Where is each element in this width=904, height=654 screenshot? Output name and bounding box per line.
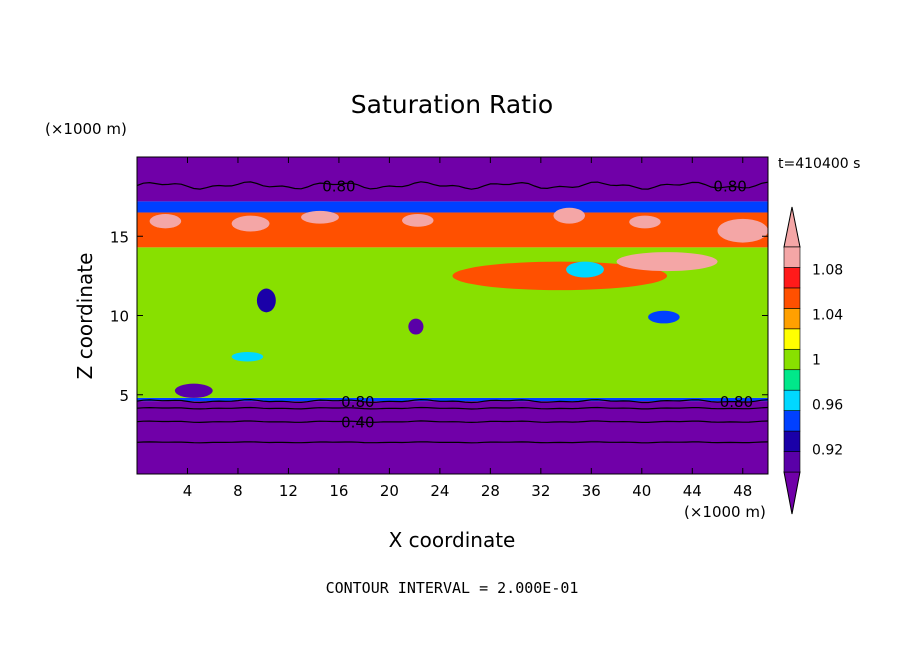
colorbar-segment-6	[783, 328, 801, 350]
field-feature-11	[231, 351, 264, 362]
contour-label-1: 0.80	[713, 178, 746, 196]
field-layer-3	[137, 212, 768, 248]
colorbar-segment-8	[783, 287, 801, 309]
x-tick-label-48: 48	[733, 482, 752, 500]
colorbar-segment-5	[783, 348, 801, 371]
field-feature-0	[149, 214, 182, 229]
colorbar-segment-10	[783, 246, 801, 268]
field-feature-6	[717, 218, 768, 243]
field-layer-0	[137, 401, 768, 474]
x-tick-label-4: 4	[183, 482, 193, 500]
y-unit-label: (×1000 m)	[45, 120, 127, 138]
chart-title: Saturation Ratio	[351, 90, 553, 119]
x-tick-label-16: 16	[329, 482, 348, 500]
y-tick-label-10: 10	[110, 308, 129, 326]
x-tick-label-44: 44	[683, 482, 702, 500]
colorbar-label-4: 0.92	[812, 443, 843, 459]
x-tick-label-8: 8	[233, 482, 243, 500]
colorbar-label-2: 1	[812, 353, 821, 369]
y-tick-label-5: 5	[119, 387, 129, 405]
contour-label-2: 0.80	[341, 393, 374, 411]
contour-line-upper	[137, 181, 768, 190]
colorbar-segment-0	[783, 451, 801, 473]
field-feature-1	[231, 215, 270, 232]
field-feature-5	[629, 215, 661, 229]
colorbar-segment-1	[783, 430, 801, 452]
time-label: t=410400 s	[778, 156, 860, 172]
field-feature-13	[174, 383, 213, 398]
contour-line-low-level	[137, 420, 768, 424]
x-unit-label: (×1000 m)	[684, 503, 766, 521]
x-tick-label-20: 20	[380, 482, 399, 500]
x-tick-label-36: 36	[582, 482, 601, 500]
colorbar-segment-9	[783, 267, 801, 289]
field-layer-4	[137, 201, 768, 213]
x-tick-label-32: 32	[531, 482, 550, 500]
field-layer-1	[137, 397, 768, 402]
y-axis-title: Z coordinate	[73, 253, 97, 380]
field-feature-8	[616, 252, 718, 272]
field-layer-5	[137, 157, 768, 202]
field-feature-12	[648, 310, 680, 324]
colorbar-label-1: 1.04	[812, 308, 843, 324]
contour-label-0: 0.80	[322, 178, 355, 196]
y-tick-label-15: 15	[110, 228, 129, 246]
saturation-field	[137, 157, 768, 474]
contour-label-4: 0.40	[341, 414, 374, 432]
colorbar-segment-3	[783, 389, 801, 411]
x-tick-label-28: 28	[481, 482, 500, 500]
colorbar-segment-7	[783, 308, 801, 330]
y-axis: 5 10 15	[110, 228, 768, 405]
colorbar-label-0: 1.08	[812, 263, 843, 279]
field-feature-9	[256, 288, 276, 313]
contour-lines	[137, 181, 768, 444]
contour-line-base	[137, 441, 768, 444]
contour-label-3: 0.80	[720, 393, 753, 411]
contour-line-lower-2	[137, 406, 768, 410]
x-tick-label-12: 12	[279, 482, 298, 500]
field-feature-3	[402, 214, 434, 227]
field-feature-7	[452, 261, 668, 291]
colorbar-above-triangle	[783, 206, 801, 248]
colorbar-segment-2	[783, 410, 801, 432]
x-tick-label-40: 40	[632, 482, 651, 500]
field-feature-4	[553, 207, 586, 224]
field-feature-2	[301, 210, 339, 224]
colorbar-segment-4	[783, 369, 801, 391]
x-axis: 4 8 12 16 20 24 28 32 36 40 44 48	[183, 157, 752, 500]
x-tick-label-24: 24	[430, 482, 449, 500]
colorbar-below-triangle	[783, 471, 801, 515]
field-feature-10	[408, 318, 424, 335]
contour-interval-footer: CONTOUR INTERVAL = 2.000E-01	[326, 579, 579, 597]
colorbar: 1.08 1.04 1 0.96 0.92	[783, 206, 843, 515]
contour-line-lower	[137, 398, 768, 404]
x-axis-title: X coordinate	[389, 528, 516, 552]
plot-area	[136, 156, 769, 475]
colorbar-label-3: 0.96	[812, 398, 843, 414]
field-feature-14	[566, 261, 604, 278]
contour-labels: 0.80 0.80 0.80 0.80 0.40	[322, 178, 753, 432]
